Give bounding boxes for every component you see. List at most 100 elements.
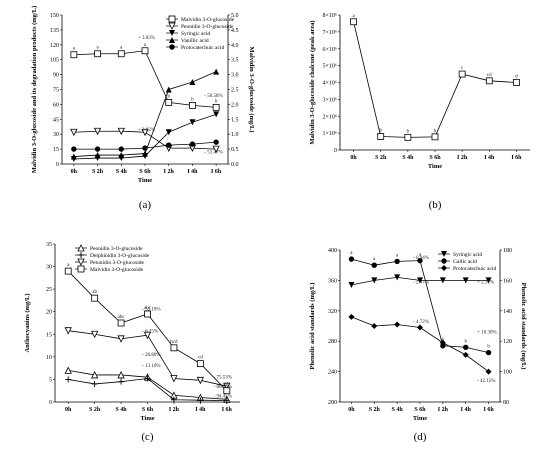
data-point [117, 371, 125, 379]
y-tick-label: 0 [49, 400, 52, 406]
significance-letter: a [373, 257, 376, 262]
data-point [117, 50, 125, 58]
legend-entry: Peonidin 3-O-glucoside [181, 24, 234, 30]
significance-letter: a [67, 263, 70, 268]
y2-tick-label: 100 [503, 370, 512, 376]
x-tick-label: I 2h [457, 155, 468, 161]
data-point [144, 375, 151, 382]
y-tick-label: 6×10⁶ [323, 47, 337, 53]
data-point [213, 68, 220, 75]
x-tick-label: S 4h [115, 407, 127, 413]
panel-label: (c) [141, 431, 154, 443]
y-tick-label: 135 [50, 28, 59, 34]
significance-letter: cd [198, 356, 203, 361]
data-point [440, 343, 446, 349]
data-point [485, 368, 492, 375]
data-point [91, 294, 99, 302]
y-tick-label: 45 [53, 117, 59, 123]
y-tick-label: 240 [328, 370, 337, 376]
x-tick-label: I 2h [169, 407, 180, 413]
legend-entry: Malvidin 3-O-glucoside [181, 17, 235, 23]
y2-tick-label: 180 [503, 248, 512, 254]
legend-marker [169, 44, 175, 50]
data-point [394, 274, 401, 281]
annotation-label: - 35.10% [142, 307, 160, 312]
x-tick-label: S 4h [392, 407, 404, 413]
significance-letter: a [144, 43, 147, 48]
annotation-label: - 75.53% [214, 375, 232, 380]
data-point [513, 79, 520, 86]
y2-tick-label: 3.5 [231, 58, 239, 64]
data-point [165, 129, 172, 136]
legend-marker [168, 22, 176, 30]
data-point [94, 152, 101, 159]
data-point [485, 77, 493, 85]
data-point [64, 366, 72, 374]
annotation-label: - 6.25% [142, 329, 158, 334]
annotation-label: - 50.58% [204, 94, 222, 99]
data-point [70, 153, 77, 160]
data-point [118, 152, 125, 159]
data-point [189, 79, 196, 86]
legend-entry: Gallic acid [453, 259, 477, 265]
legend-marker [77, 265, 85, 273]
legend-entry: Protocatechuic acid [181, 45, 224, 51]
significance-letter: cd [487, 73, 492, 78]
data-point [64, 267, 72, 275]
y-tick-label: 5 [49, 377, 52, 383]
annotation-label: - 42.15% [477, 379, 495, 384]
data-point [118, 378, 125, 385]
y-tick-label: 105 [50, 58, 59, 64]
y-tick-label: 1×10⁶ [323, 131, 337, 137]
data-point [377, 133, 385, 140]
legend-marker [441, 258, 447, 264]
data-point [141, 47, 149, 55]
data-point [93, 127, 102, 136]
y2-tick-label: 0.0 [231, 162, 239, 168]
y2-tick-label: 4.5 [231, 28, 239, 34]
significance-letter: b [191, 97, 194, 102]
data-point [213, 111, 220, 118]
data-point [189, 119, 196, 126]
legend-entry: Delphinidin 3-O-glucoside [90, 253, 150, 259]
x-axis-label: Time [428, 163, 442, 170]
y-tick-label: 4×10⁶ [323, 81, 337, 87]
annotation-label: + 2.31% [477, 280, 494, 285]
legend-entry: Peonidin 3-O-glucoside [90, 246, 143, 252]
legend-marker [168, 15, 176, 23]
y-tick-label: 15 [53, 147, 59, 153]
y-tick-label: 150 [50, 13, 59, 19]
y-tick-label: 75 [53, 88, 59, 94]
series-line [351, 258, 489, 353]
significance-letter: a [419, 253, 422, 258]
legend-marker [77, 258, 85, 266]
data-point [170, 375, 178, 383]
data-point [65, 376, 72, 383]
data-point [189, 141, 196, 147]
legend-marker [169, 30, 175, 36]
significance-letter: b [407, 129, 410, 134]
panel-label: (d) [414, 431, 427, 443]
data-point [94, 146, 101, 152]
x-tick-label: I 4h [195, 407, 206, 413]
data-point [118, 146, 124, 152]
y2-tick-label: 2.0 [231, 102, 239, 108]
data-point [141, 128, 149, 137]
x-tick-label: S 4h [116, 169, 128, 175]
y-tick-label: 120 [50, 43, 59, 49]
legend-marker [78, 252, 84, 258]
y2-tick-label: 80 [503, 400, 509, 406]
data-point [144, 310, 151, 318]
data-point [189, 101, 196, 109]
y2-tick-label: 1.5 [231, 117, 239, 123]
significance-letter: abc [118, 315, 126, 320]
data-point [197, 397, 204, 404]
data-point [170, 396, 177, 403]
data-point [70, 51, 78, 59]
data-point [439, 277, 446, 284]
significance-letter: b [434, 129, 437, 134]
data-point [371, 277, 378, 284]
y-tick-label: 30 [53, 132, 59, 138]
data-point [348, 313, 355, 320]
annotation-label: + 3.03% [138, 36, 155, 41]
